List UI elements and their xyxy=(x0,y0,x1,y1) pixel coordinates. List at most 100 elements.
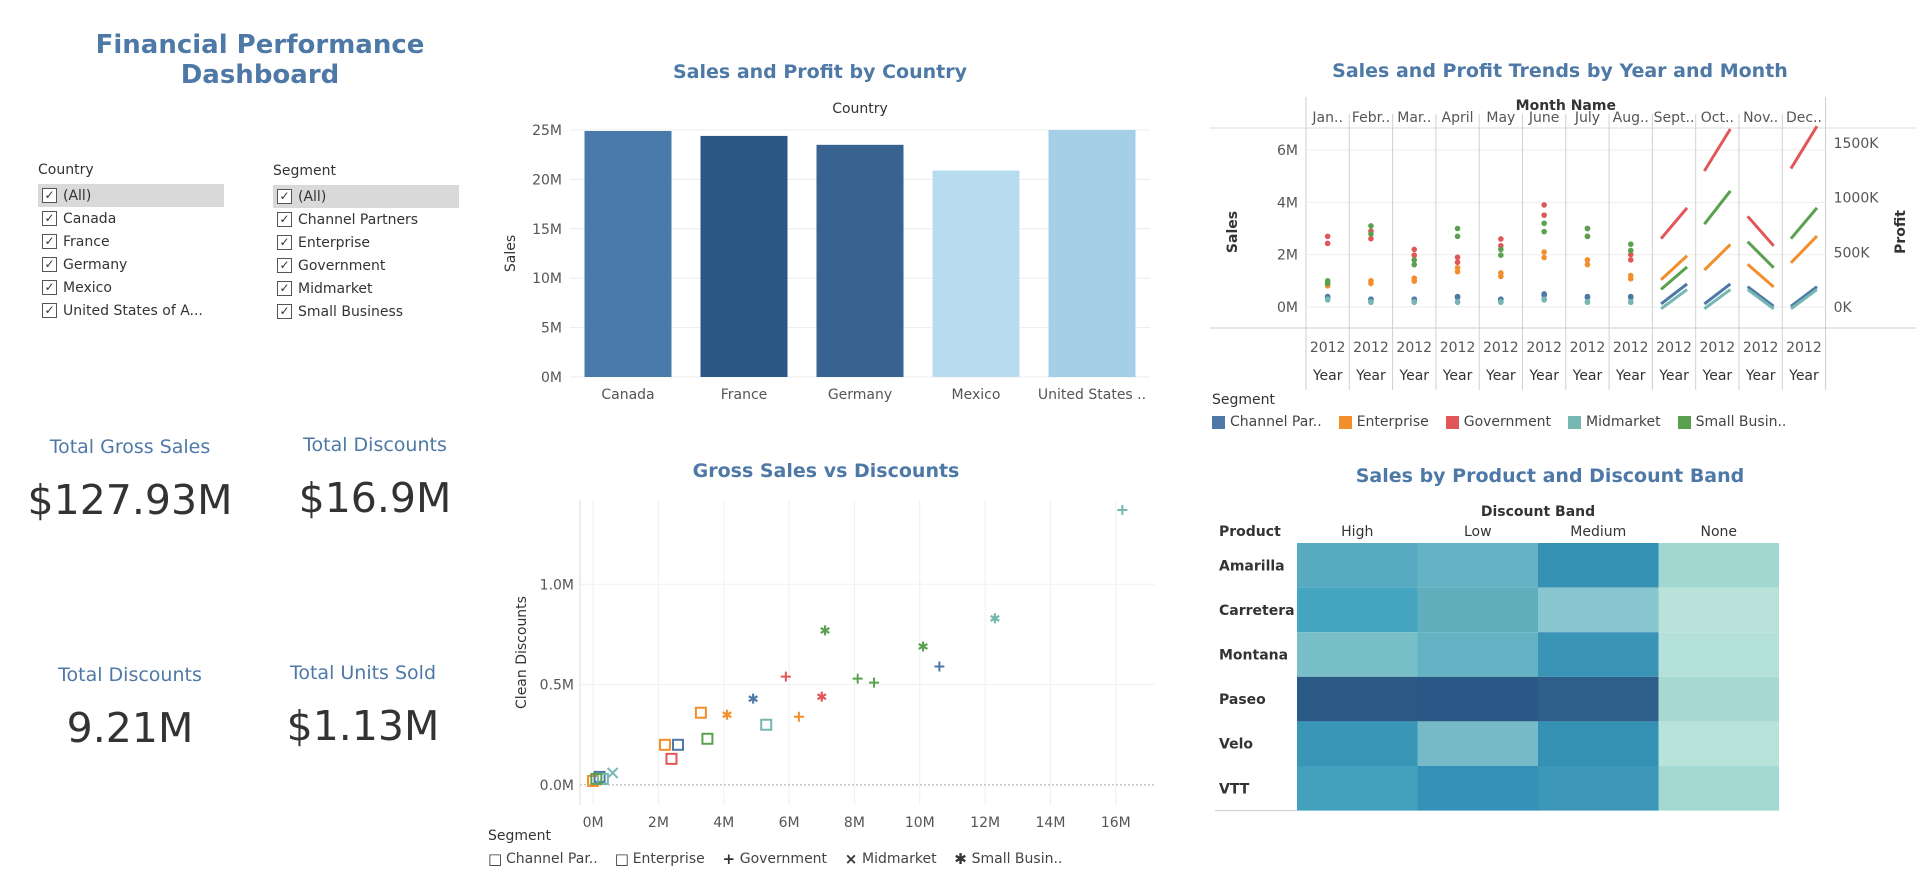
checkbox[interactable]: ✓ xyxy=(277,304,292,319)
scatter-point xyxy=(596,772,609,785)
kpi-value: $1.13M xyxy=(286,702,440,750)
segment-filter-item[interactable]: ✓ Enterprise xyxy=(273,231,459,254)
country-filter-item[interactable]: ✓ Mexico xyxy=(38,276,224,299)
checkbox[interactable]: ✓ xyxy=(42,234,57,249)
checkbox[interactable]: ✓ xyxy=(277,235,292,250)
scatter-point xyxy=(748,693,759,704)
legend-item[interactable]: Small Busin.. xyxy=(1677,414,1787,430)
heatmap-cell xyxy=(1658,632,1779,677)
segment-filter-item[interactable]: ✓ Channel Partners xyxy=(273,208,459,231)
trend-line-mark xyxy=(1790,285,1818,308)
legend-item[interactable]: × Midmarket xyxy=(844,850,937,868)
kpi-total-discounts-count: Total Discounts 9.21M xyxy=(20,664,240,752)
bar-header: Country xyxy=(832,101,888,117)
trend-year-value: 2012 xyxy=(1613,340,1649,356)
legend-item[interactable]: ✱ Small Busin.. xyxy=(954,850,1062,868)
country-filter-item[interactable]: ✓ United States of A... xyxy=(38,299,224,322)
trend-month-label: Oct.. xyxy=(1701,110,1734,126)
point-star xyxy=(722,709,732,720)
kpi-label: Total Units Sold xyxy=(289,662,437,684)
scatter-legend-title: Segment xyxy=(488,828,551,844)
trend-month-label: May xyxy=(1486,110,1515,126)
scatter-point xyxy=(701,732,714,745)
segment-filter-item[interactable]: ✓ Midmarket xyxy=(273,277,459,300)
trend-y-label: Sales xyxy=(1225,211,1241,253)
trend-chart-title: Sales and Profit Trends by Year and Mont… xyxy=(1332,60,1788,82)
heatmap-cell xyxy=(1417,543,1538,588)
trend-line-mark xyxy=(1746,215,1775,247)
heatmap-row-header: Product xyxy=(1219,524,1281,540)
trend-chart: Month Name 0M 2M 4M 6M 0K 500K 1000K 1500K Sales P… xyxy=(1210,97,1916,390)
legend-item[interactable]: □ Channel Par.. xyxy=(488,850,598,868)
bar-3 xyxy=(932,170,1020,377)
legend-label: Channel Par.. xyxy=(506,851,598,867)
checkbox[interactable]: ✓ xyxy=(42,188,57,203)
country-filter-item[interactable]: ✓ France xyxy=(38,230,224,253)
point-star xyxy=(918,641,928,652)
point-star xyxy=(816,691,827,702)
bar-x-tick: Mexico xyxy=(952,387,1001,403)
legend-shape-icon: × xyxy=(844,850,858,868)
checkbox[interactable]: ✓ xyxy=(42,280,57,295)
trend-year-label: Year xyxy=(1702,368,1733,384)
dashboard-title: Financial Performance Dashboard xyxy=(60,30,460,90)
checkbox[interactable]: ✓ xyxy=(42,257,57,272)
segment-filter-item[interactable]: ✓ Government xyxy=(273,254,459,277)
trend-point xyxy=(1498,246,1504,253)
trend-year-label: Year xyxy=(1615,368,1646,384)
trend-year-label: Year xyxy=(1528,368,1559,384)
checkbox[interactable]: ✓ xyxy=(42,211,57,226)
scatter-y-tick: 0.0M xyxy=(540,778,574,794)
bar-x-tick: Canada xyxy=(601,387,654,403)
point-square xyxy=(665,752,678,765)
legend-item[interactable]: Midmarket xyxy=(1568,414,1661,430)
scatter-x-tick: 10M xyxy=(905,815,935,831)
trend-y-tick: 0M xyxy=(1277,300,1298,316)
trend-point xyxy=(1368,235,1374,242)
trend-point xyxy=(1411,299,1418,306)
heatmap-row-label: Paseo xyxy=(1219,692,1266,708)
country-filter-item[interactable]: ✓ Canada xyxy=(38,207,224,230)
filter-item-label: France xyxy=(63,233,110,250)
checkbox[interactable]: ✓ xyxy=(277,189,292,204)
bar-y-tick: 10M xyxy=(532,271,562,287)
trend-month-label: June xyxy=(1528,110,1560,126)
checkbox[interactable]: ✓ xyxy=(42,303,57,318)
country-filter-item[interactable]: ✓ (All) xyxy=(38,184,224,207)
country-filter-item[interactable]: ✓ Germany xyxy=(38,253,224,276)
checkbox[interactable]: ✓ xyxy=(277,258,292,273)
legend-label: Midmarket xyxy=(862,851,937,867)
trend-point xyxy=(1498,299,1504,306)
point-plus xyxy=(852,673,863,684)
scatter-chart: 0M2M4M6M8M10M12M14M16M0.0M0.5M1.0MGross … xyxy=(514,500,1155,831)
checkbox[interactable]: ✓ xyxy=(277,212,292,227)
segment-filter-item[interactable]: ✓ (All) xyxy=(273,185,459,208)
scatter-point xyxy=(852,673,863,684)
segment-filter-item[interactable]: ✓ Small Business xyxy=(273,300,459,323)
legend-item[interactable]: □ Enterprise xyxy=(615,850,705,868)
legend-item[interactable]: Enterprise xyxy=(1338,414,1429,430)
trend-line-mark xyxy=(1703,282,1732,306)
heatmap-cell xyxy=(1538,587,1659,633)
point-square xyxy=(596,772,609,785)
checkbox[interactable]: ✓ xyxy=(277,281,292,296)
legend-label: Enterprise xyxy=(632,851,705,867)
trend-year-label: Year xyxy=(1745,368,1776,384)
legend-label: Small Busin.. xyxy=(1695,414,1787,430)
trend-year-label: Year xyxy=(1398,368,1429,384)
point-star xyxy=(990,613,1000,624)
scatter-point xyxy=(658,738,671,751)
legend-label: Enterprise xyxy=(1356,414,1429,430)
legend-label: Channel Par.. xyxy=(1230,414,1322,430)
heatmap-chart: Discount Band Product High Low Medium None Ama… xyxy=(1215,504,1779,812)
filter-item-label: Small Business xyxy=(298,303,404,320)
kpi-total-discounts: Total Discounts $16.9M xyxy=(265,434,485,522)
legend-item[interactable]: Channel Par.. xyxy=(1212,414,1322,430)
legend-item[interactable]: + Government xyxy=(722,850,827,868)
trend-year-label: Year xyxy=(1355,368,1386,384)
trend-line-mark xyxy=(1789,206,1819,240)
trend-point xyxy=(1454,259,1461,266)
legend-item[interactable]: Government xyxy=(1445,414,1551,430)
heatmap-col-label: High xyxy=(1341,524,1373,540)
bar-y-tick: 25M xyxy=(532,123,562,139)
